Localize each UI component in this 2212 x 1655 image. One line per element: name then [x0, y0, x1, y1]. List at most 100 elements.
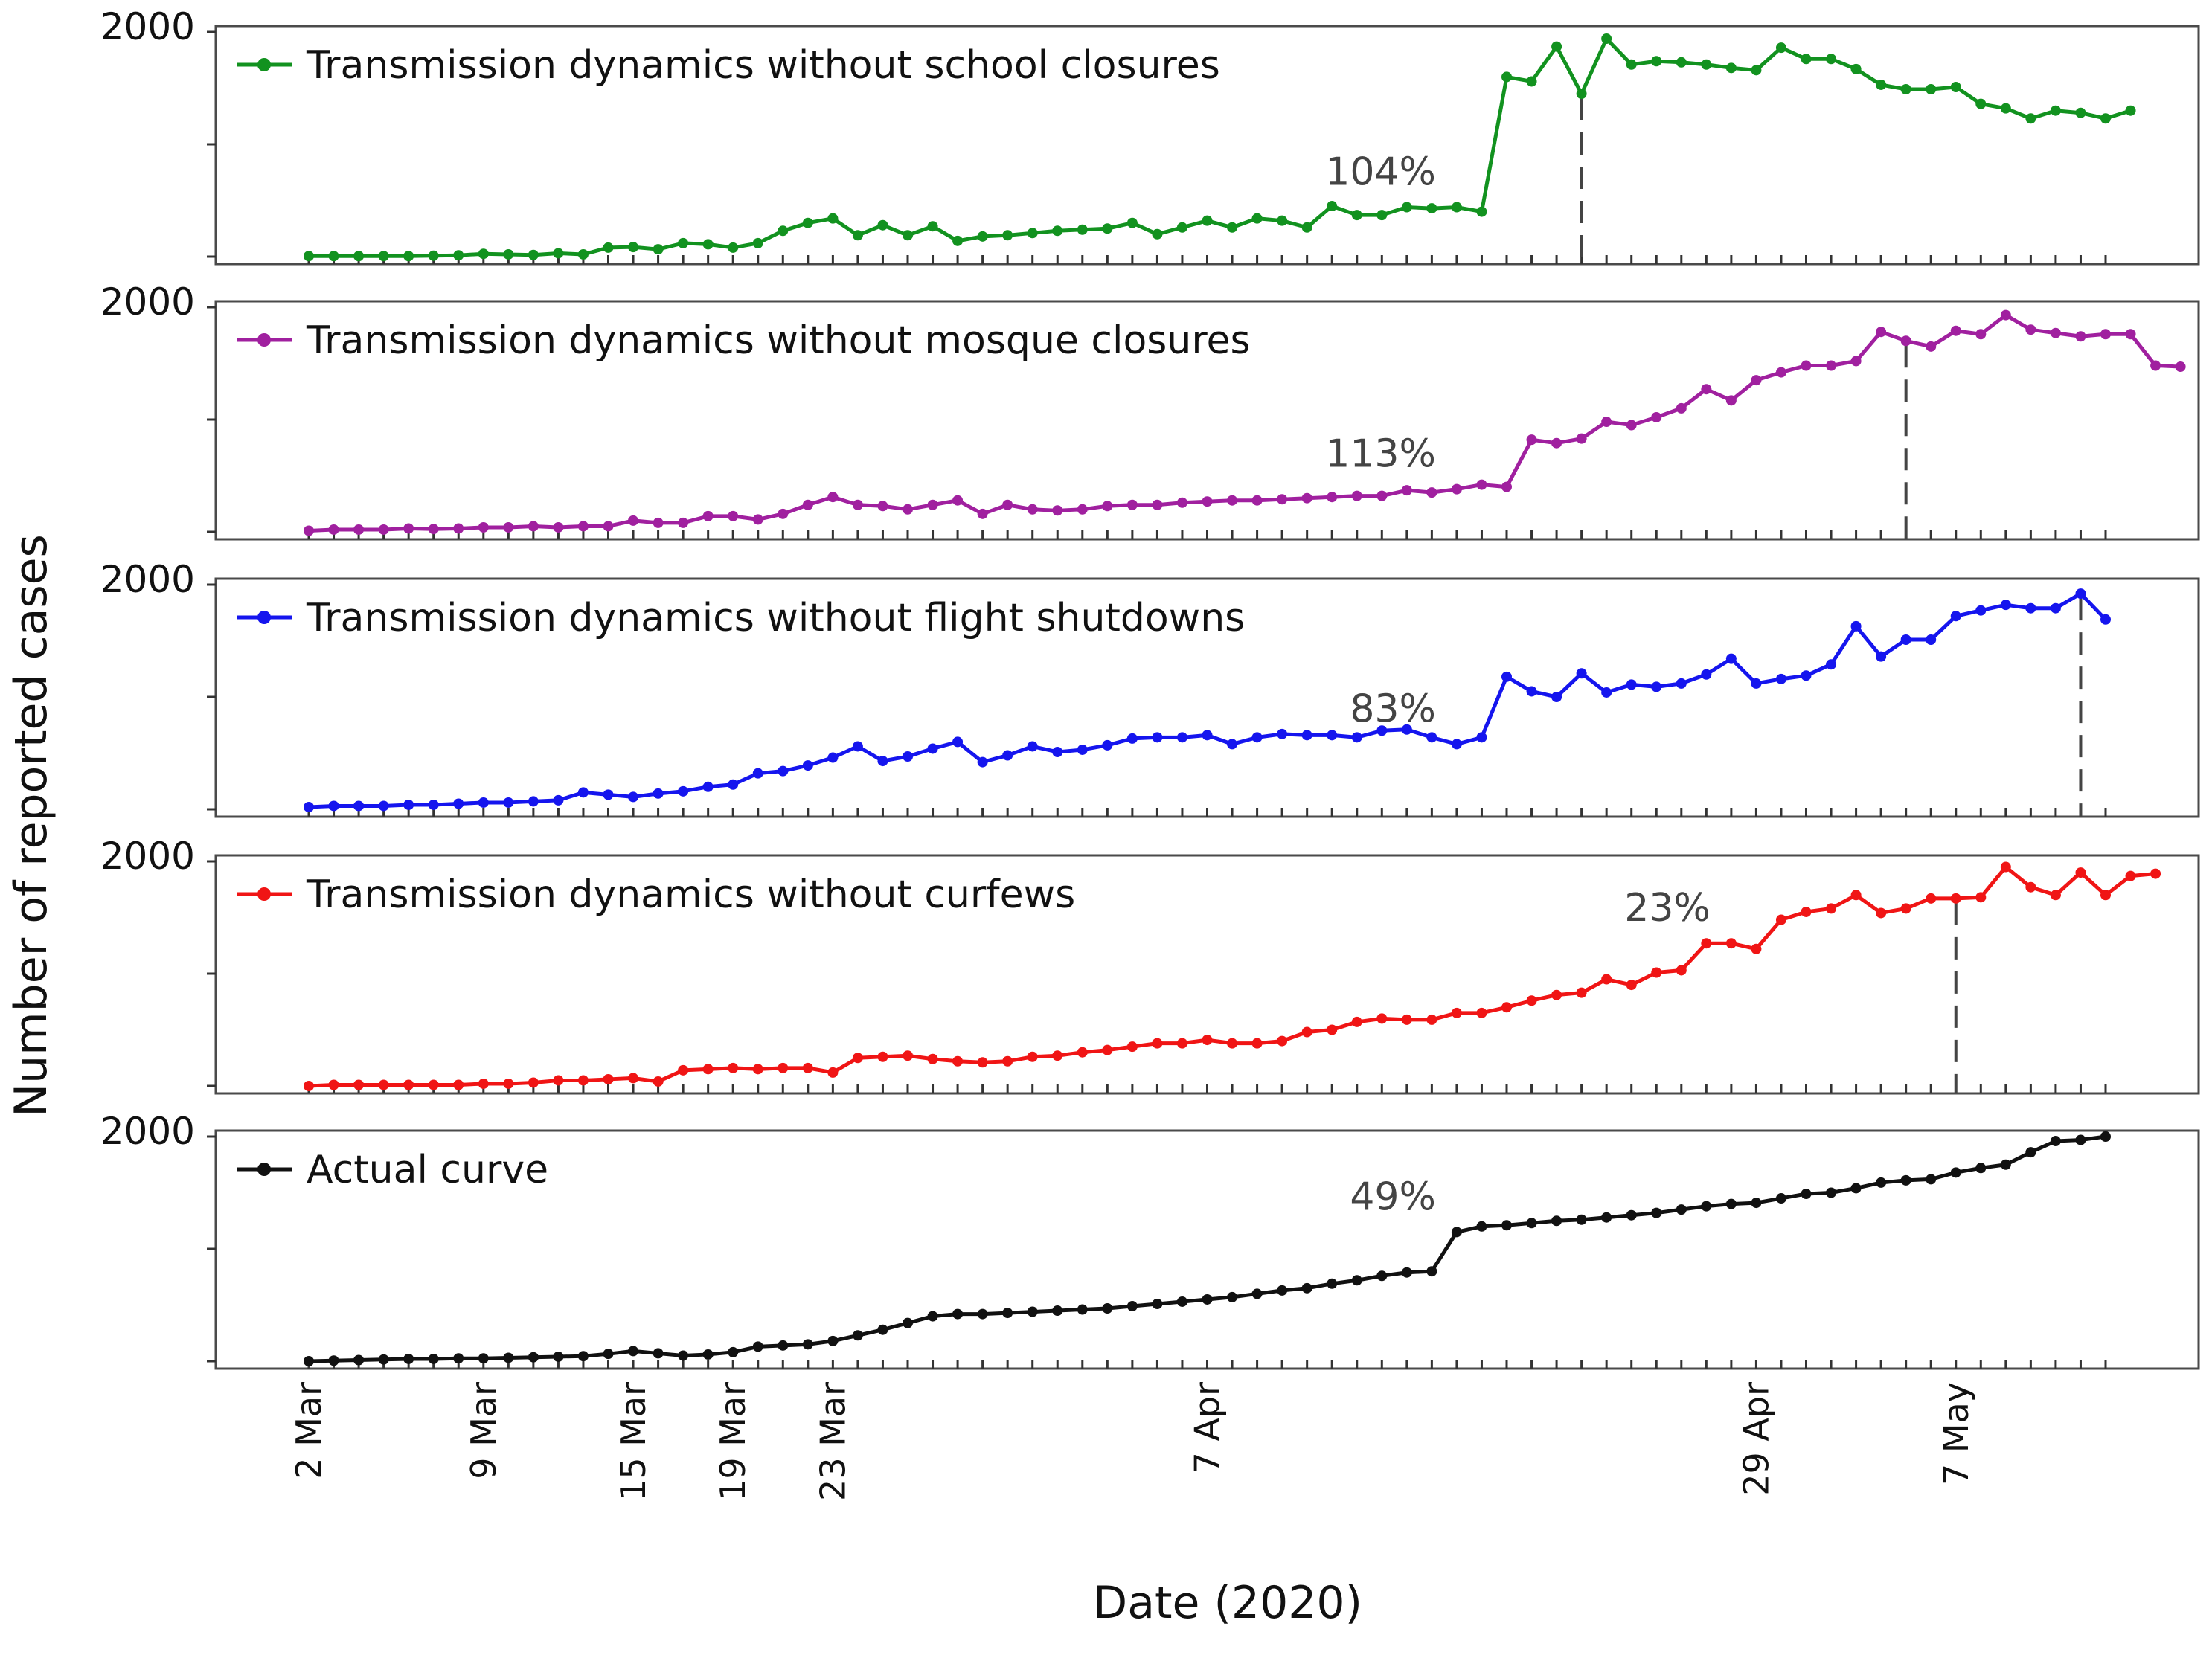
data-point	[1351, 1275, 1362, 1286]
data-point	[1651, 56, 1662, 67]
y-axis-title: Number of reported cases	[5, 534, 57, 1117]
data-point	[353, 1354, 365, 1366]
data-point	[403, 523, 414, 534]
data-point	[353, 800, 365, 812]
data-point	[1152, 1298, 1163, 1309]
data-point	[1876, 327, 1887, 338]
data-point	[802, 217, 813, 228]
data-point	[1850, 356, 1862, 367]
y-tick-label: 2000	[100, 1110, 195, 1153]
legend: Transmission dynamics without mosque clo…	[237, 318, 1251, 363]
data-point	[728, 1062, 739, 1073]
data-point	[1401, 1267, 1412, 1278]
data-point	[1876, 907, 1887, 919]
legend-swatch-marker	[257, 887, 271, 901]
data-point	[1826, 659, 1837, 670]
data-point	[1126, 499, 1138, 510]
data-point	[1277, 1285, 1288, 1296]
data-point	[378, 251, 389, 262]
data-point	[1102, 739, 1113, 751]
data-point	[2075, 1134, 2086, 1145]
data-point	[453, 250, 464, 261]
data-point	[1202, 730, 1213, 741]
data-point	[1251, 213, 1263, 224]
data-point	[403, 251, 414, 262]
data-point	[1126, 217, 1138, 228]
panel-transmission-dynamics-without-flight-shutdowns: 2000 Transmission dynamics without flight…	[100, 558, 2200, 818]
data-point	[1576, 1214, 1587, 1225]
data-point	[852, 1330, 863, 1341]
data-point	[977, 1057, 988, 1068]
data-point	[1401, 202, 1412, 213]
data-point	[2025, 602, 2036, 614]
data-point	[2050, 602, 2061, 614]
data-point	[1975, 98, 1987, 109]
data-point	[628, 1346, 639, 1357]
data-point	[553, 521, 564, 533]
data-point	[1501, 1002, 1512, 1013]
data-point	[877, 501, 888, 512]
data-point	[1301, 222, 1312, 233]
data-point	[304, 251, 314, 262]
data-point	[1725, 395, 1737, 406]
data-point	[1826, 360, 1837, 371]
data-point	[1152, 228, 1163, 240]
data-point	[1227, 1038, 1238, 1049]
data-point	[1900, 84, 1911, 95]
data-point	[1826, 903, 1837, 914]
data-point	[1077, 224, 1088, 235]
data-point	[1327, 730, 1338, 741]
data-point	[2000, 600, 2011, 611]
data-point	[952, 235, 964, 246]
data-point	[728, 779, 739, 790]
data-point	[503, 521, 514, 533]
data-point	[1052, 225, 1063, 237]
data-point	[1676, 1204, 1687, 1215]
panels: 2000 Transmission dynamics without school…	[100, 5, 2200, 1370]
data-point	[1251, 732, 1263, 743]
data-point	[528, 1352, 539, 1363]
data-point	[653, 517, 664, 528]
data-point	[1926, 634, 1937, 645]
data-point	[2025, 113, 2036, 124]
data-point	[1451, 1007, 1462, 1018]
data-point	[453, 523, 464, 534]
data-point	[1376, 210, 1388, 221]
data-point	[1850, 1183, 1862, 1194]
data-point	[1775, 673, 1786, 684]
data-point	[1900, 634, 1911, 645]
data-point	[2100, 1131, 2111, 1142]
data-point	[778, 508, 789, 519]
data-point	[1327, 1024, 1338, 1035]
data-point	[1551, 437, 1562, 449]
data-point	[528, 249, 539, 260]
data-point	[1651, 681, 1662, 692]
data-point	[1102, 501, 1113, 512]
data-point	[304, 801, 314, 812]
data-point	[2075, 588, 2086, 600]
data-point	[453, 1353, 464, 1364]
data-point	[1451, 202, 1462, 213]
data-point	[1476, 1221, 1487, 1232]
data-point	[1227, 222, 1238, 233]
data-point	[378, 800, 389, 812]
data-point	[1926, 893, 1937, 904]
legend-swatch-marker	[257, 333, 271, 347]
data-point	[304, 1081, 314, 1091]
data-point	[1651, 1207, 1662, 1218]
panel-transmission-dynamics-without-curfews: 2000 Transmission dynamics without curfew…	[100, 835, 2200, 1095]
data-point	[877, 1051, 888, 1062]
data-point	[1826, 1187, 1837, 1198]
data-point	[603, 242, 614, 253]
data-point	[977, 508, 988, 519]
data-point	[1301, 1026, 1312, 1038]
data-point	[1152, 732, 1163, 743]
x-tick-label: 23 Mar	[812, 1382, 853, 1501]
data-point	[1476, 1007, 1487, 1018]
data-point	[1176, 222, 1187, 233]
data-point	[353, 524, 365, 535]
data-point	[1801, 670, 1812, 681]
data-point	[328, 800, 339, 812]
data-point	[1376, 1013, 1388, 1024]
data-point	[952, 495, 964, 506]
